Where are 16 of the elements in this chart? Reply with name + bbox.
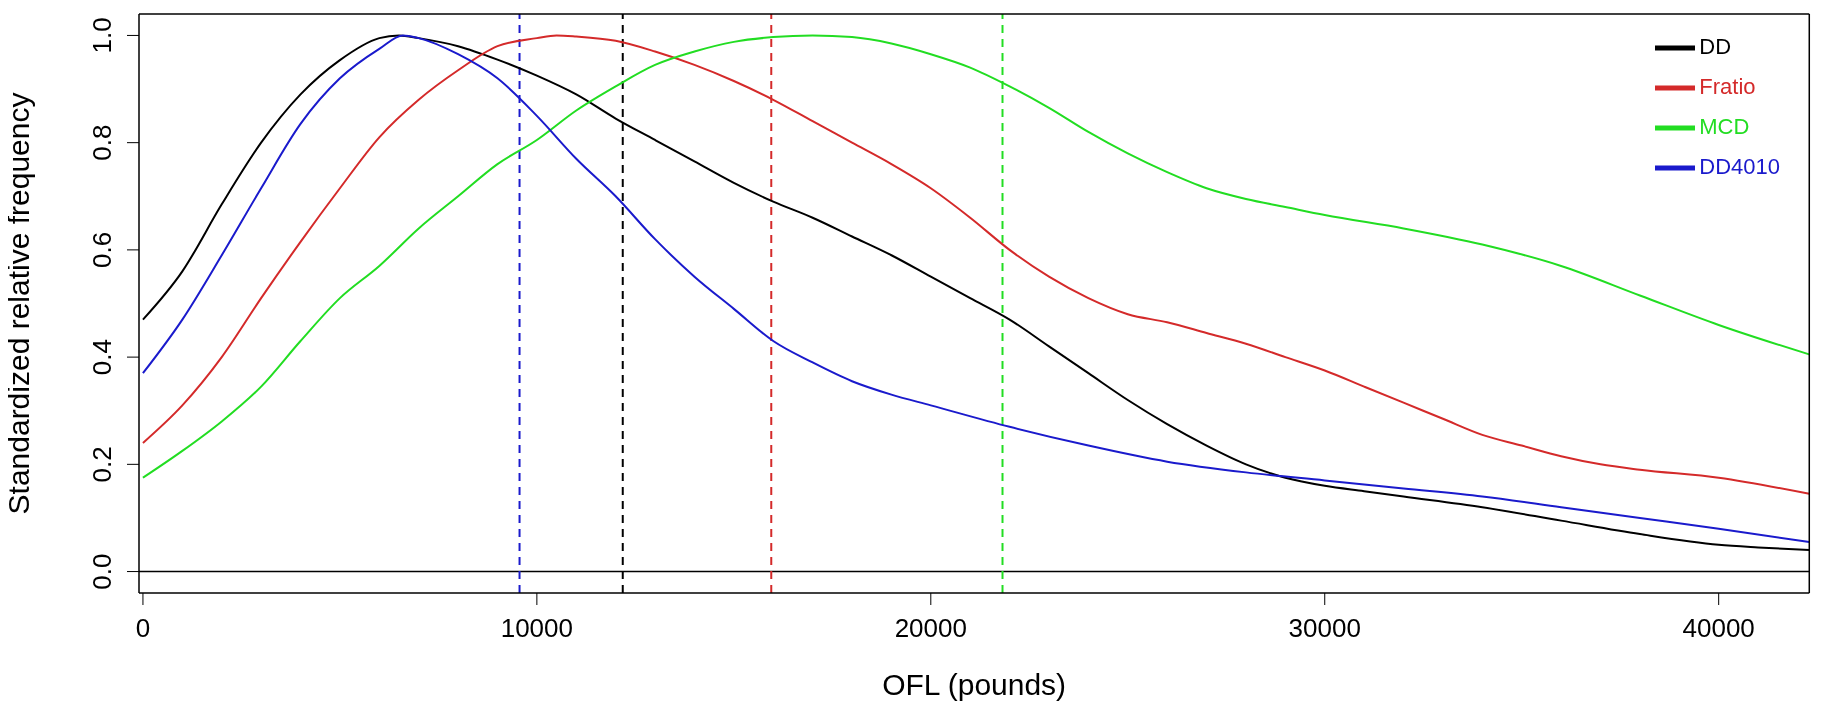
x-axis-title: OFL (pounds) (882, 668, 1067, 701)
x-tick-label: 0 (135, 613, 151, 644)
y-tick-label: 0.2 (87, 446, 117, 483)
y-tick-label: 0.6 (87, 231, 117, 268)
y-tick-label: 0.0 (87, 553, 117, 590)
y-tick-label: 0.4 (87, 339, 117, 376)
legend-label: Fratio (1699, 73, 1756, 99)
x-tick-label: 20000 (894, 613, 967, 644)
y-tick-label: 1.0 (87, 17, 117, 54)
x-tick-label: 40000 (1682, 613, 1755, 644)
x-tick-label: 10000 (500, 613, 574, 644)
y-tick-label: 0.8 (87, 124, 117, 161)
legend-label: MCD (1699, 113, 1750, 139)
legend-label: DD (1699, 33, 1732, 59)
x-tick-label: 30000 (1288, 613, 1361, 644)
legend-label: DD4010 (1699, 153, 1780, 179)
